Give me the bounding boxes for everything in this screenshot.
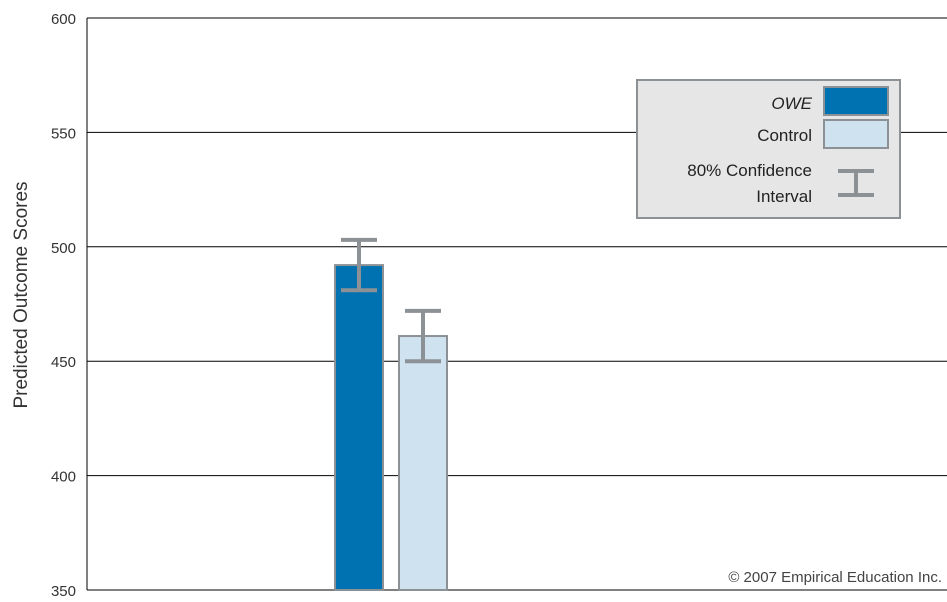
y-tick-label-450: 450 bbox=[51, 354, 76, 371]
bar-owe bbox=[334, 264, 384, 591]
legend-label-ci-line2: Interval bbox=[756, 187, 812, 206]
y-tick-labels: 350 400 450 500 550 600 bbox=[51, 11, 76, 600]
y-tick-label-350: 350 bbox=[51, 583, 76, 597]
error-bar-owe bbox=[341, 237, 377, 293]
axis-layer bbox=[86, 18, 947, 591]
legend-label-owe: OWE bbox=[771, 94, 812, 113]
copyright-notice: © 2007 Empirical Education Inc. bbox=[728, 569, 942, 586]
bars-layer bbox=[334, 237, 448, 592]
y-tick-label-400: 400 bbox=[51, 469, 76, 486]
legend: OWE Control 80% Confidence Interval bbox=[636, 79, 901, 219]
legend-swatch-owe bbox=[823, 86, 889, 116]
legend-swatch-control bbox=[823, 119, 889, 149]
y-axis-label: Predicted Outcome Scores bbox=[11, 181, 32, 408]
y-tick-label-500: 500 bbox=[51, 240, 76, 257]
error-bar-control bbox=[405, 308, 441, 364]
bar-control bbox=[398, 335, 448, 592]
legend-label-control: Control bbox=[757, 126, 812, 145]
legend-ci-icon bbox=[838, 169, 874, 197]
y-tick-label-600: 600 bbox=[51, 11, 76, 28]
legend-label-ci-line1: 80% Confidence bbox=[687, 161, 812, 180]
y-tick-label-550: 550 bbox=[51, 125, 76, 142]
